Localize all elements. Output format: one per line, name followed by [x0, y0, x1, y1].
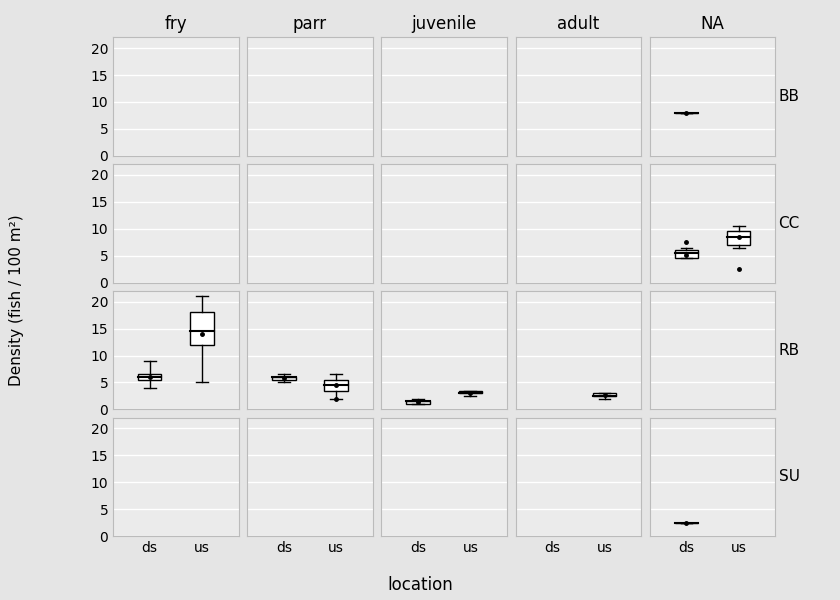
- Y-axis label: BB: BB: [779, 89, 800, 104]
- Bar: [593, 393, 617, 396]
- Title: adult: adult: [557, 15, 600, 33]
- Text: location: location: [387, 576, 453, 594]
- Bar: [675, 250, 698, 259]
- Title: juvenile: juvenile: [412, 15, 477, 33]
- Bar: [407, 401, 430, 404]
- Bar: [272, 377, 296, 380]
- Y-axis label: RB: RB: [779, 343, 800, 358]
- Y-axis label: CC: CC: [779, 216, 800, 231]
- Title: fry: fry: [165, 15, 187, 33]
- Bar: [138, 374, 161, 380]
- Bar: [727, 232, 750, 245]
- Bar: [190, 313, 213, 345]
- Bar: [459, 391, 482, 393]
- Bar: [324, 380, 348, 391]
- Title: parr: parr: [293, 15, 327, 33]
- Y-axis label: SU: SU: [779, 469, 800, 484]
- Title: NA: NA: [701, 15, 725, 33]
- Text: Density (fish / 100 m²): Density (fish / 100 m²): [9, 214, 24, 386]
